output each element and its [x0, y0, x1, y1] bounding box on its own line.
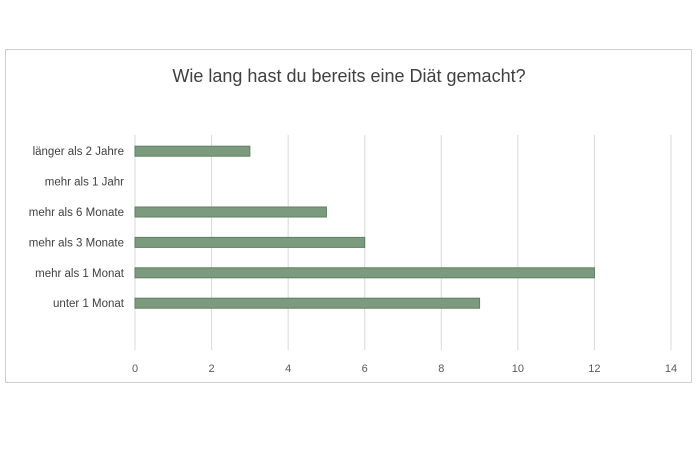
- chart-frame: Wie lang hast du bereits eine Diät gemac…: [5, 49, 692, 383]
- x-tick-label: 10: [512, 363, 524, 375]
- bar: [134, 206, 327, 218]
- chart-title: Wie lang hast du bereits eine Diät gemac…: [172, 66, 525, 86]
- category-label: länger als 2 Jahre: [33, 146, 124, 158]
- category-label: mehr als 1 Monat: [35, 268, 125, 280]
- x-tick-label: 0: [132, 363, 138, 375]
- x-tick-label: 12: [588, 363, 600, 375]
- bar: [134, 297, 481, 309]
- category-label: mehr als 3 Monate: [29, 237, 124, 249]
- x-tick-label: 8: [438, 363, 444, 375]
- x-tick-label: 6: [362, 363, 368, 375]
- category-label: mehr als 1 Jahr: [45, 177, 124, 189]
- x-tick-label: 14: [665, 363, 677, 375]
- x-axis-tick-labels: 0 2 4 6 8 10 12 14: [132, 363, 677, 375]
- category-labels: länger als 2 Jahre mehr als 1 Jahr mehr al…: [29, 146, 125, 310]
- bar: [134, 236, 366, 248]
- bar-chart: Wie lang hast du bereits eine Diät gemac…: [29, 66, 677, 375]
- bar: [134, 267, 595, 279]
- bar: [134, 145, 251, 157]
- x-tick-label: 2: [209, 363, 215, 375]
- bars: [134, 145, 595, 309]
- x-tick-label: 4: [285, 363, 291, 375]
- category-label: unter 1 Monat: [53, 298, 125, 310]
- category-label: mehr als 6 Monate: [29, 207, 124, 219]
